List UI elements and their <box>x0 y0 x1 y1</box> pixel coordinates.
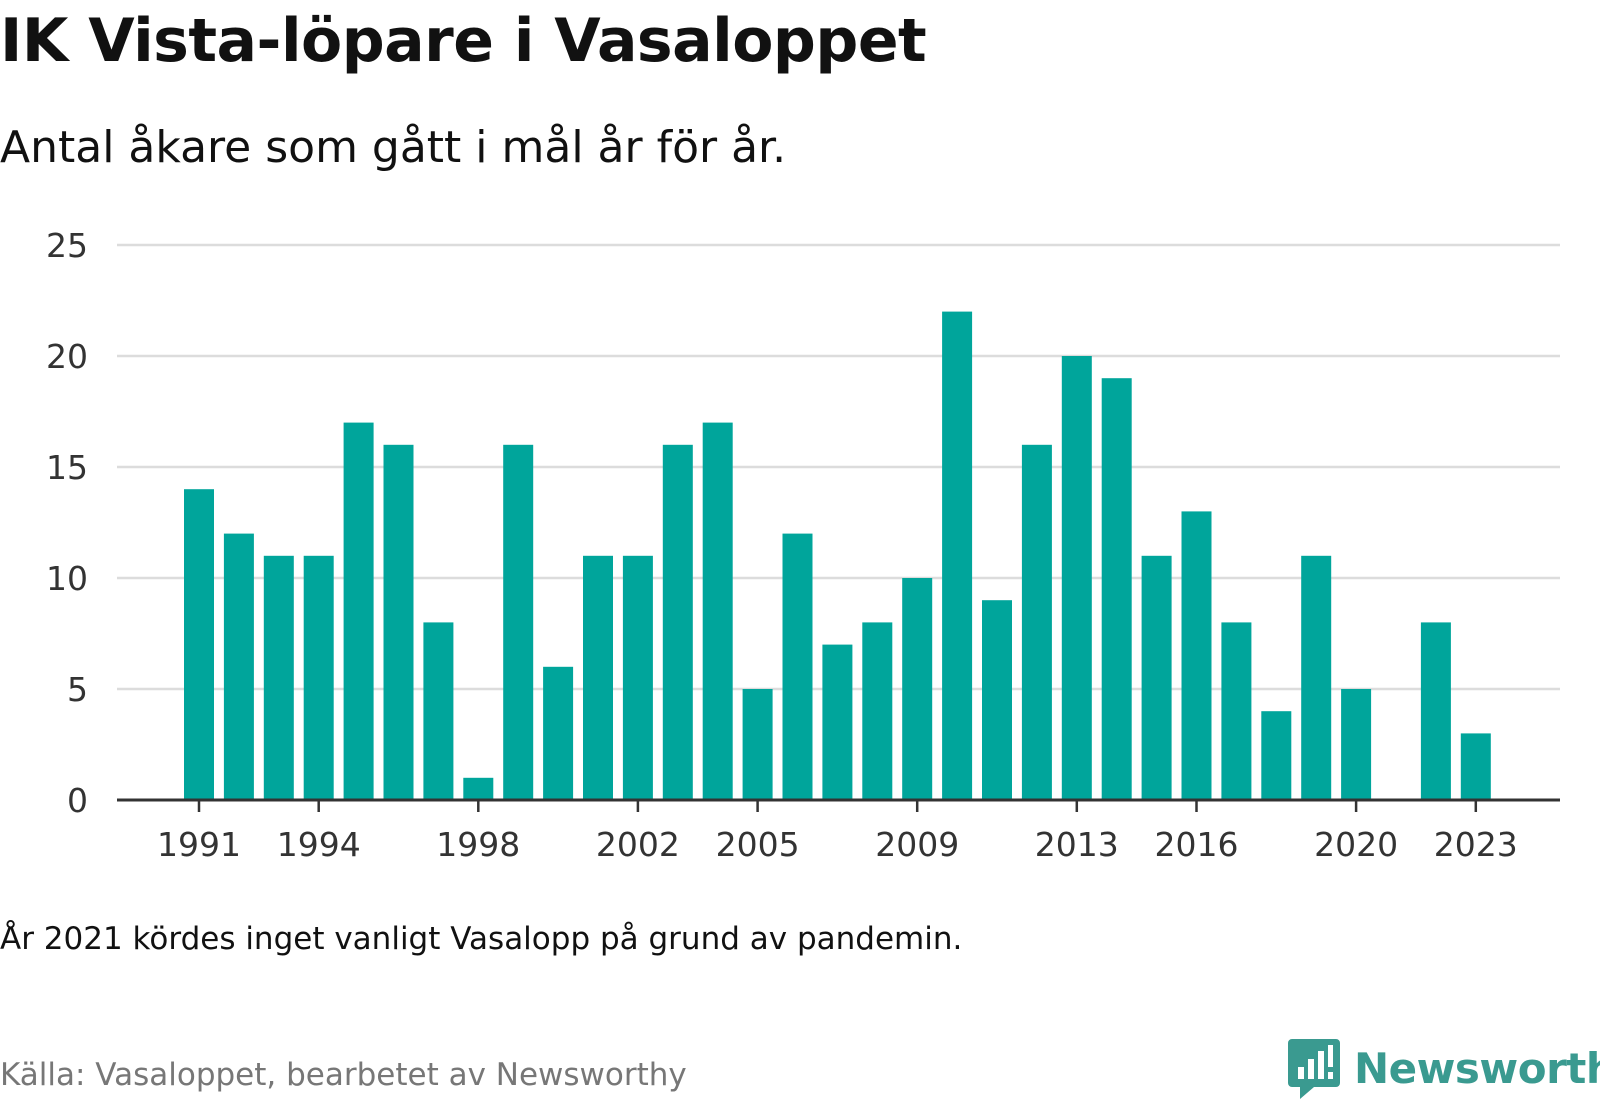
x-tick-label-2020: 2020 <box>1314 825 1398 864</box>
brand-name: Newsworthy <box>1354 1043 1600 1093</box>
bar-2018 <box>1261 711 1292 800</box>
x-axis <box>117 798 1560 812</box>
bar-2000 <box>543 666 574 800</box>
chart-subtitle: Antal åkare som gått i mål år för år. <box>0 122 787 173</box>
x-tick-labels: 1991 1994 1998 2002 2005 2009 2013 2016 2020 2023 <box>157 825 1518 864</box>
bar-1995 <box>343 422 374 800</box>
bar-2008 <box>862 622 893 800</box>
x-tick-label-2013: 2013 <box>1035 825 1119 864</box>
y-tick-label-25: 25 <box>46 226 88 265</box>
bar-2004 <box>702 422 733 800</box>
bar-2016 <box>1181 511 1212 800</box>
bar-1997 <box>423 622 454 800</box>
bar-2010 <box>942 311 973 800</box>
bars <box>184 311 1491 800</box>
bar-2012 <box>1021 444 1052 800</box>
source-credit: Källa: Vasaloppet, bearbetet av Newswort… <box>0 1057 687 1093</box>
bar-2020 <box>1341 689 1372 800</box>
y-tick-label-5: 5 <box>67 670 88 709</box>
brand-logo: Newsworthy <box>1288 1036 1600 1100</box>
x-tick-label-1994: 1994 <box>277 825 361 864</box>
bar-1998 <box>463 777 494 800</box>
bar-2011 <box>982 600 1012 800</box>
bar-2013 <box>1061 356 1092 800</box>
y-tick-label-0: 0 <box>67 781 88 820</box>
bar-1996 <box>383 444 414 800</box>
bar-1991 <box>184 489 214 800</box>
x-tick-label-1998: 1998 <box>436 825 520 864</box>
bar-2014 <box>1101 378 1132 800</box>
bar-2019 <box>1301 555 1332 800</box>
bar-2022 <box>1420 622 1451 800</box>
x-tick-label-2009: 2009 <box>875 825 959 864</box>
bar-2002 <box>622 555 653 800</box>
bar-1993 <box>263 555 294 800</box>
bar-2006 <box>782 533 813 800</box>
bar-2007 <box>822 644 853 800</box>
bar-1992 <box>223 533 254 800</box>
y-tick-label-15: 15 <box>46 448 88 487</box>
chart-title: IK Vista-löpare i Vasaloppet <box>0 6 927 76</box>
x-tick-label-2016: 2016 <box>1155 825 1239 864</box>
y-tick-labels: 0 5 10 15 20 25 <box>46 226 88 820</box>
bar-2003 <box>662 444 693 800</box>
newsworthy-logo-icon <box>1288 1039 1340 1099</box>
bar-chart: 0 5 10 15 20 25 1991 1994 1998 2002 2005 2009 2013 2… <box>46 226 1560 864</box>
bar-2005 <box>742 689 773 800</box>
bar-2009 <box>902 578 933 800</box>
x-tick-label-2005: 2005 <box>716 825 800 864</box>
bar-2001 <box>583 555 613 800</box>
bar-2015 <box>1141 555 1172 800</box>
x-tick-label-2023: 2023 <box>1434 825 1518 864</box>
footnote: År 2021 kördes inget vanligt Vasalopp på… <box>0 921 963 957</box>
x-tick-label-2002: 2002 <box>596 825 680 864</box>
y-tick-label-10: 10 <box>46 559 88 598</box>
bar-2017 <box>1221 622 1252 800</box>
x-tick-label-1991: 1991 <box>157 825 241 864</box>
bar-1994 <box>303 555 334 800</box>
y-tick-label-20: 20 <box>46 337 88 376</box>
bar-2023 <box>1460 733 1491 800</box>
bar-1999 <box>503 444 534 800</box>
